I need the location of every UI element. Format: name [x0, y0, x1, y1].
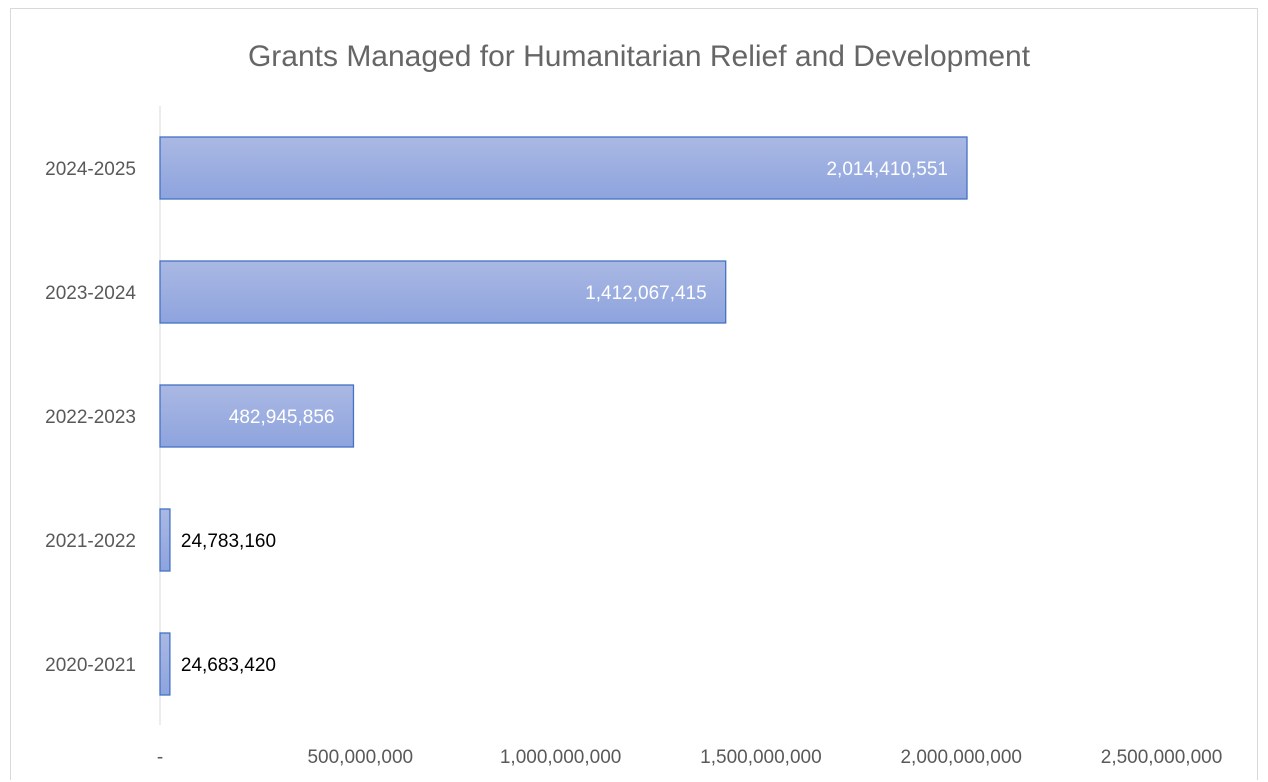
- x-tick-label-3: 1,500,000,000: [700, 747, 822, 768]
- data-label-2021-2022: 24,783,160: [181, 531, 276, 552]
- category-label-2020-2021: 2020-2021: [45, 655, 136, 676]
- x-tick-label-5: 2,500,000,000: [1101, 747, 1223, 768]
- data-label-2024-2025: 2,014,410,551: [826, 159, 948, 180]
- bar-2023-2024: [159, 260, 727, 324]
- data-label-2022-2023: 482,945,856: [229, 407, 335, 428]
- category-label-2024-2025: 2024-2025: [45, 159, 136, 180]
- x-tick-label-4: 2,000,000,000: [900, 747, 1022, 768]
- category-label-2023-2024: 2023-2024: [45, 283, 136, 304]
- data-label-2020-2021: 24,683,420: [181, 655, 276, 676]
- bar-2020-2021: [159, 632, 171, 696]
- bar-2021-2022: [159, 508, 171, 572]
- category-label-2021-2022: 2021-2022: [45, 531, 136, 552]
- chart-title: Grants Managed for Humanitarian Relief a…: [248, 40, 1031, 73]
- x-tick-label-0: -: [157, 747, 163, 768]
- x-tick-label-1: 500,000,000: [307, 747, 413, 768]
- x-tick-label-2: 1,000,000,000: [500, 747, 622, 768]
- plot-area: 2024-2025 2,014,410,551 2023-2024 1,412,067…: [45, 106, 1222, 768]
- data-label-2023-2024: 1,412,067,415: [585, 283, 707, 304]
- bar-2024-2025: [159, 136, 968, 200]
- bar-2022-2023: [159, 384, 355, 448]
- category-label-2022-2023: 2022-2023: [45, 407, 136, 428]
